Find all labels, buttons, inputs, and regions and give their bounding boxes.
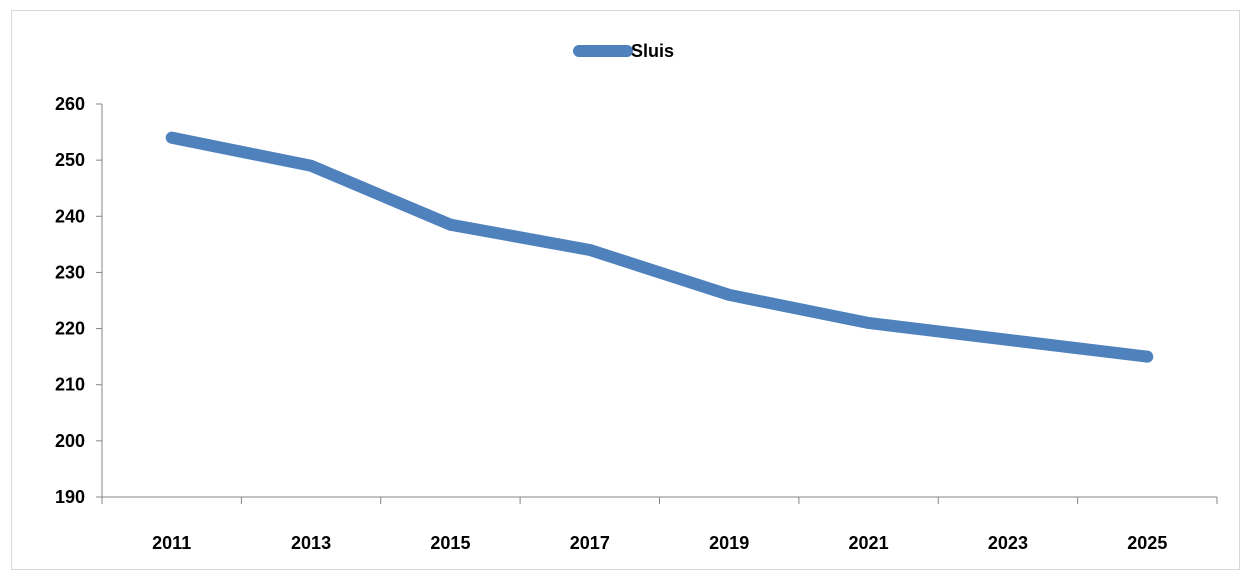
y-tick-label: 220	[55, 319, 85, 339]
x-tick-label: 2023	[988, 533, 1028, 553]
x-tick-label: 2025	[1127, 533, 1167, 553]
x-tick-label: 2011	[152, 533, 191, 553]
x-tick-label: 2015	[430, 533, 470, 553]
x-tick-label: 2013	[291, 533, 331, 553]
legend-label: Sluis	[631, 41, 674, 61]
y-tick-label: 200	[55, 431, 85, 451]
series-line-sluis	[165, 131, 1154, 363]
chart-frame	[11, 10, 1240, 570]
y-tick-label: 230	[55, 262, 85, 282]
y-tick-label: 210	[55, 375, 85, 395]
x-tick-label: 2017	[570, 533, 610, 553]
y-tick-label: 190	[55, 487, 85, 507]
y-tick-label: 250	[55, 150, 85, 170]
y-tick-label: 260	[55, 94, 85, 114]
x-tick-label: 2021	[849, 533, 889, 553]
y-tick-label: 240	[55, 206, 85, 226]
x-tick-label: 2019	[709, 533, 749, 553]
